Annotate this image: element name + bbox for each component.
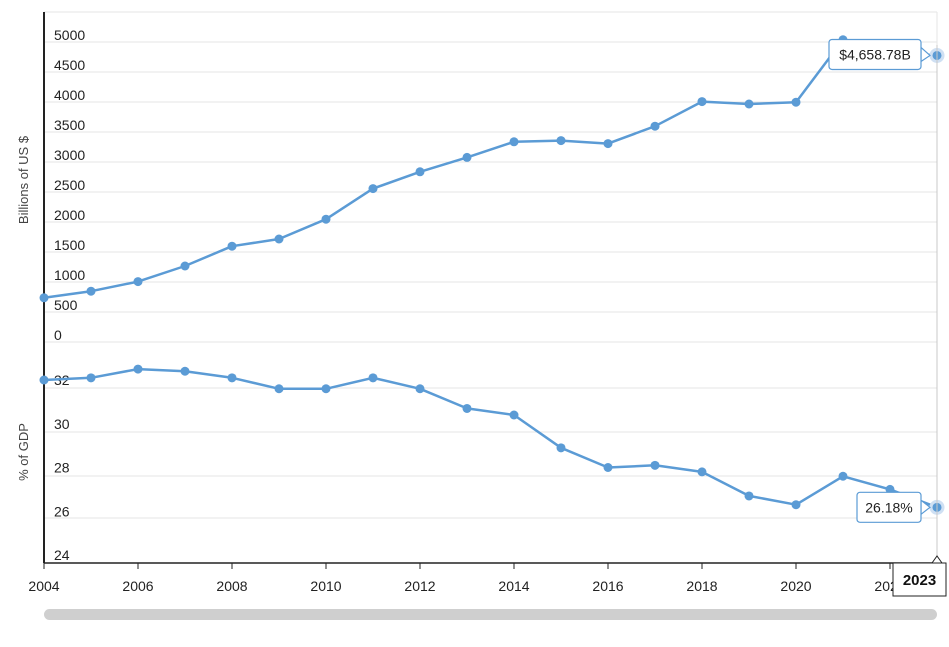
y-tick-label: 26 — [54, 503, 70, 519]
data-point[interactable] — [321, 214, 331, 224]
y-tick-label: 1500 — [54, 237, 85, 253]
data-point[interactable] — [697, 97, 707, 107]
data-point[interactable] — [885, 484, 895, 494]
data-point[interactable] — [603, 463, 613, 472]
tooltip: $4,658.78B — [828, 38, 931, 71]
data-point[interactable] — [39, 293, 49, 303]
data-point[interactable] — [509, 137, 519, 147]
data-point[interactable] — [791, 500, 801, 510]
data-point[interactable] — [791, 97, 801, 107]
data-point[interactable] — [133, 364, 143, 374]
y-tick-label: 0 — [54, 327, 62, 343]
series-layer — [39, 35, 945, 515]
y-tick-label: 4500 — [54, 57, 85, 73]
data-point[interactable] — [744, 99, 754, 109]
data-point[interactable] — [274, 234, 284, 244]
x-tick-label: 2010 — [310, 578, 341, 594]
data-point[interactable] — [227, 241, 237, 251]
x-tick-label: 2014 — [498, 578, 529, 594]
data-point[interactable] — [744, 491, 754, 501]
x-tick-label: 2006 — [122, 578, 153, 594]
y-tick-label: 28 — [54, 460, 70, 476]
y-tick-label: 3000 — [54, 147, 85, 163]
tooltip: 26.18% — [856, 491, 931, 523]
data-point[interactable] — [368, 184, 378, 194]
data-point[interactable] — [415, 384, 425, 394]
x-tick-label: 2020 — [780, 578, 811, 594]
data-point[interactable] — [650, 460, 660, 470]
y-tick-label: 4000 — [54, 87, 85, 103]
tooltip-label: 26.18% — [865, 499, 912, 515]
ticks: 0 500 1000 1500 2000 2500 3000 3500 4000 4500 5000… — [28, 27, 905, 594]
data-point[interactable] — [838, 471, 848, 481]
tooltip-label: $4,658.78B — [839, 46, 911, 62]
y-tick-label: 5000 — [54, 27, 85, 43]
data-point[interactable] — [86, 373, 96, 383]
year-label-box — [892, 562, 947, 597]
data-point[interactable] — [509, 410, 519, 420]
data-point[interactable] — [462, 152, 472, 162]
data-point[interactable] — [462, 403, 472, 413]
axes — [43, 12, 937, 564]
x-tick-label: 2012 — [404, 578, 435, 594]
y-tick-label: 3500 — [54, 117, 85, 133]
y-tick-label: 500 — [54, 297, 78, 313]
data-point[interactable] — [650, 121, 660, 131]
data-point[interactable] — [697, 467, 707, 477]
tooltip-box — [856, 491, 922, 523]
selected-year-label: 2023 — [892, 555, 947, 597]
y-tick-label: 30 — [54, 416, 70, 432]
series-line — [43, 38, 938, 300]
data-point[interactable] — [603, 139, 613, 149]
tooltip-pointer — [920, 46, 931, 63]
data-point[interactable] — [227, 373, 237, 383]
data-point[interactable] — [39, 375, 49, 385]
y-tick-label: 2000 — [54, 207, 85, 223]
overlays: $4,658.78B 26.18% 2023 — [828, 38, 947, 597]
data-point[interactable] — [368, 373, 378, 383]
x-tick-label: 2016 — [592, 578, 623, 594]
horizontal-scrollbar[interactable] — [44, 609, 937, 620]
y-tick-label: 1000 — [54, 267, 85, 283]
y-tick-label: 2500 — [54, 177, 85, 193]
y-axis-title-top: Billions of US $ — [16, 135, 31, 224]
data-point[interactable] — [556, 443, 566, 453]
data-point[interactable] — [415, 167, 425, 177]
data-point[interactable] — [86, 286, 96, 296]
year-label-pointer — [931, 555, 943, 564]
data-point[interactable] — [133, 277, 143, 287]
data-point[interactable] — [180, 261, 190, 271]
x-tick-label: 2018 — [686, 578, 717, 594]
tooltip-box — [828, 38, 922, 71]
y-axis-title-bottom: % of GDP — [16, 423, 31, 481]
data-point[interactable] — [321, 384, 331, 394]
y-tick-label: 24 — [54, 547, 70, 563]
x-tick-label: 2004 — [28, 578, 59, 594]
data-point[interactable] — [274, 384, 284, 394]
year-label-text: 2023 — [903, 572, 936, 589]
data-point[interactable] — [180, 366, 190, 376]
x-tick-label: 2008 — [216, 578, 247, 594]
series-line — [43, 367, 938, 509]
data-point[interactable] — [556, 136, 566, 146]
